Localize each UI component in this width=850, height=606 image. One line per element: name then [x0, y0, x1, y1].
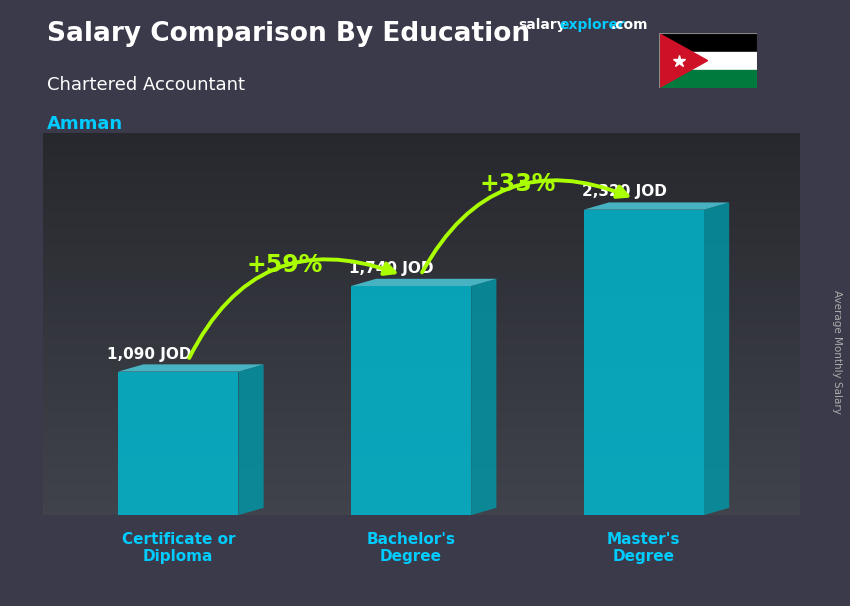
Text: 1,090 JOD: 1,090 JOD — [107, 347, 191, 362]
Polygon shape — [118, 371, 238, 515]
Polygon shape — [118, 364, 264, 371]
Bar — [659, 70, 756, 88]
Text: Amman: Amman — [47, 115, 123, 133]
Bar — [659, 33, 756, 52]
Text: explorer: explorer — [559, 18, 626, 32]
Polygon shape — [471, 279, 496, 515]
Polygon shape — [351, 279, 496, 286]
Polygon shape — [238, 364, 264, 515]
Text: 2,320 JOD: 2,320 JOD — [582, 184, 667, 199]
Bar — [659, 52, 756, 70]
Polygon shape — [351, 286, 471, 515]
Polygon shape — [584, 210, 704, 515]
Text: 1,740 JOD: 1,740 JOD — [349, 261, 434, 276]
Text: +59%: +59% — [246, 253, 323, 277]
Text: .com: .com — [610, 18, 648, 32]
Text: salary: salary — [518, 18, 566, 32]
Polygon shape — [584, 202, 729, 210]
Polygon shape — [659, 33, 707, 88]
Polygon shape — [704, 202, 729, 515]
Text: Salary Comparison By Education: Salary Comparison By Education — [47, 21, 530, 47]
Text: Chartered Accountant: Chartered Accountant — [47, 76, 245, 94]
Text: Average Monthly Salary: Average Monthly Salary — [832, 290, 842, 413]
Text: +33%: +33% — [479, 172, 556, 196]
